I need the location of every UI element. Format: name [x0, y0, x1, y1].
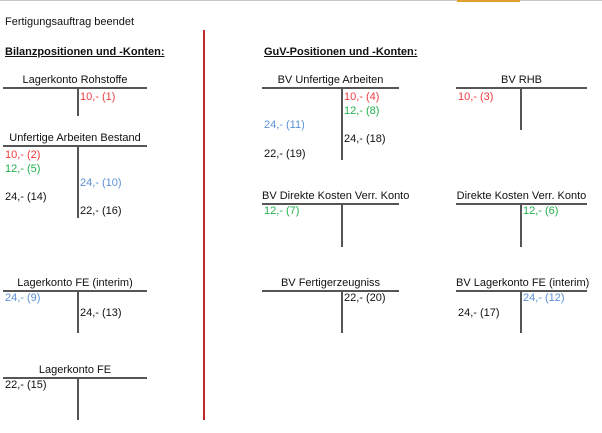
account-title: Direkte Kosten Verr. Konto [456, 190, 587, 202]
account-vertical-line [520, 290, 522, 333]
account-title: BV RHB [501, 74, 542, 86]
account-vertical-line [520, 87, 522, 130]
selected-column-indicator [457, 0, 520, 2]
account-entry-left: 22,- (15) [5, 379, 47, 391]
account-entry-left: 24,- (14) [5, 191, 47, 203]
account-entry-right: 10,- (4) [344, 91, 380, 103]
account-vertical-line [520, 203, 522, 247]
account-title: Lagerkonto Rohstoffe [22, 74, 128, 86]
account-entry-left: 24,- (11) [264, 119, 305, 131]
account-horizontal-line [3, 290, 147, 292]
account-entry-left: 24,- (17) [458, 307, 500, 319]
account-vertical-line [77, 377, 79, 420]
account-vertical-line [341, 290, 343, 333]
sheet-title: Fertigungsauftrag beendet [5, 16, 135, 28]
account-entry-left: 12,- (5) [5, 163, 41, 175]
section-divider [203, 30, 205, 420]
account-vertical-line [77, 145, 79, 218]
account-title: Lagerkonto FE [38, 364, 112, 376]
account-horizontal-line [3, 377, 147, 379]
account-vertical-line [341, 87, 343, 160]
account-entry-left: 10,- (2) [5, 149, 41, 161]
account-entry-right: 24,- (12) [523, 292, 565, 304]
account-entry-right: 12,- (6) [523, 205, 559, 217]
account-entry-right: 24,- (13) [80, 307, 122, 319]
account-vertical-line [77, 290, 79, 333]
account-horizontal-line [3, 145, 147, 147]
account-entry-right: 24,- (10) [80, 177, 122, 189]
account-vertical-line [77, 87, 79, 116]
account-entry-right: 22,- (16) [80, 205, 122, 217]
account-title: BV Direkte Kosten Verr. Konto [262, 190, 410, 202]
account-entry-right: 12,- (8) [344, 105, 380, 117]
account-entry-left: 12,- (7) [264, 205, 300, 217]
account-horizontal-line [3, 87, 147, 89]
account-title: BV Fertigerzeugniss [280, 277, 381, 289]
account-entry-right: 10,- (1) [80, 91, 116, 103]
account-entry-right: 24,- (18) [344, 133, 386, 145]
account-entry-right: 22,- (20) [344, 292, 386, 304]
account-entry-left: 22,- (19) [264, 148, 306, 160]
account-title: BV Lagerkonto FE (interim) [456, 277, 590, 289]
account-title: Unfertige Arbeiten Bestand [9, 132, 141, 144]
account-entry-left: 24,- (9) [5, 292, 41, 304]
account-horizontal-line [262, 290, 399, 292]
account-title: Lagerkonto FE (interim) [17, 277, 133, 289]
account-vertical-line [341, 203, 343, 247]
account-horizontal-line [262, 203, 399, 205]
sheet-top-border [0, 0, 602, 1]
account-entry-left: 10,- (3) [458, 91, 494, 103]
account-title: BV Unfertige Arbeiten [277, 74, 384, 86]
guv-heading: GuV-Positionen und -Konten: [264, 46, 418, 58]
bilanz-heading: Bilanzpositionen und -Konten: [5, 46, 165, 58]
account-horizontal-line [262, 87, 399, 89]
